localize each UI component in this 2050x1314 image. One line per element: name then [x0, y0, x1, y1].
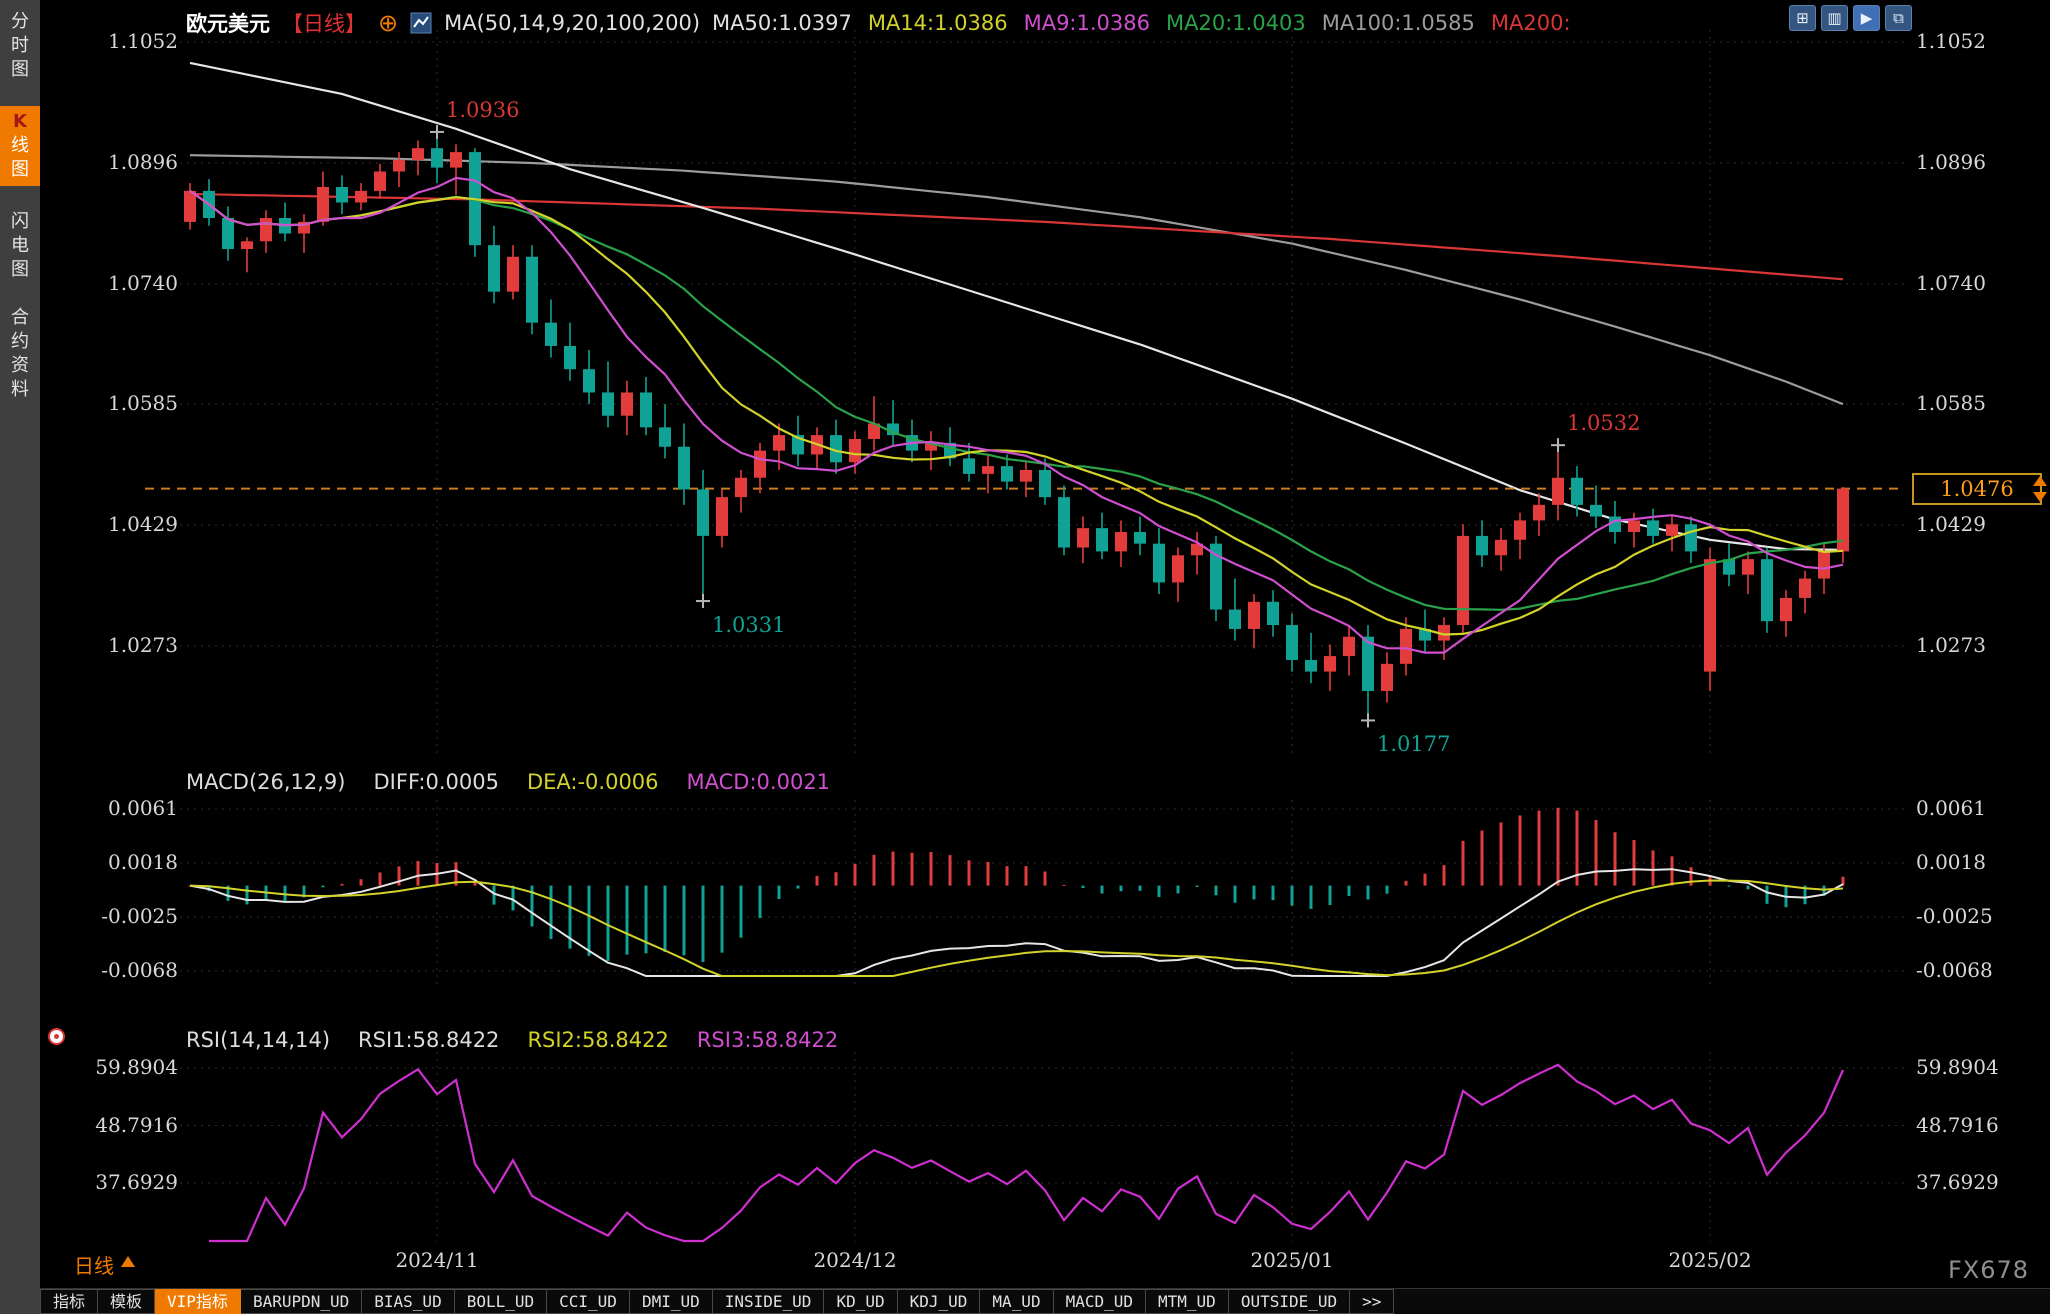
ma-legend-value: MA50:1.0397: [712, 11, 852, 35]
tab-more[interactable]: >>: [1350, 1289, 1395, 1314]
price-axis-label-left: 1.0740: [108, 270, 178, 295]
rsi-axis-label-right: 48.7916: [1916, 1112, 1999, 1137]
macd-axis-label-right: 0.0061: [1916, 796, 1986, 820]
macd-axis-label-left: -0.0068: [101, 958, 178, 982]
price-axis-label-right: 1.0429: [1916, 512, 1986, 537]
mini-chart-icon[interactable]: [410, 12, 432, 34]
rsi-title: RSI(14,14,14): [186, 1028, 331, 1052]
date-label: 2025/02: [1668, 1248, 1752, 1272]
rsi-legend: RSI(14,14,14) RSI1:58.8422 RSI2:58.8422 …: [186, 1028, 838, 1052]
date-label: 2024/12: [813, 1248, 897, 1272]
add-indicator-icon[interactable]: ⊕: [378, 9, 399, 37]
play-icon[interactable]: ▶: [1853, 5, 1880, 31]
watermark: FX678: [1948, 1256, 2030, 1284]
rsi-axis-label-left: 59.8904: [95, 1055, 178, 1079]
ma-legend-values: MA50:1.0397 MA14:1.0386 MA9:1.0386 MA20:1.0…: [712, 11, 1586, 35]
ma-legend-value: MA14:1.0386: [867, 11, 1008, 35]
price-axis-label-left: 1.0585: [108, 391, 178, 416]
tab-barupdn-ud[interactable]: BARUPDN_UD: [240, 1289, 363, 1314]
tab-cci-ud[interactable]: CCI_UD: [547, 1289, 630, 1314]
macd-axis-label-right: -0.0068: [1916, 958, 1993, 982]
macd-axis-label-right: -0.0025: [1916, 904, 1993, 928]
ma-legend-value: MA100:1.0585: [1321, 11, 1475, 35]
macd-title: MACD(26,12,9): [186, 770, 346, 794]
ma-group-label: MA(50,14,9,20,100,200): [444, 11, 701, 35]
tab-inside-ud[interactable]: INSIDE_UD: [712, 1289, 825, 1314]
date-label: 2025/01: [1250, 1248, 1334, 1272]
price-axis-label-right: 1.0896: [1916, 149, 1986, 174]
tab-mtm-ud[interactable]: MTM_UD: [1146, 1289, 1229, 1314]
price-axis-label-right: 1.0273: [1916, 633, 1986, 657]
rsi2: RSI2:58.8422: [527, 1028, 669, 1052]
price-axis-label-right: 1.1052: [1916, 29, 1986, 53]
tab-vip-indicators[interactable]: VIP指标: [155, 1289, 241, 1314]
symbol-title: 欧元美元: [186, 12, 270, 36]
current-price-box: 1.0476: [1912, 472, 2042, 505]
macd-legend: MACD(26,12,9) DIFF:0.0005 DEA:-0.0006 MA…: [186, 770, 830, 794]
new-window-icon[interactable]: ⧉: [1885, 5, 1912, 31]
rsi3: RSI3:58.8422: [696, 1028, 839, 1052]
macd-axis-label-left: -0.0025: [101, 904, 178, 928]
ma-legend-value: MA200:: [1490, 11, 1571, 35]
period-selector[interactable]: 日线: [74, 1250, 135, 1279]
sidebar-item-flash-chart[interactable]: 闪电图: [11, 211, 29, 280]
tab-macd-ud[interactable]: MACD_UD: [1053, 1289, 1147, 1314]
drawing-target-icon[interactable]: [48, 1028, 65, 1045]
tab-outside-ud[interactable]: OUTSIDE_UD: [1228, 1289, 1351, 1314]
tab-dmi-ud[interactable]: DMI_UD: [629, 1289, 713, 1314]
ma-legend-value: MA20:1.0403: [1165, 11, 1306, 35]
main-legend: 欧元美元 【日线】 ⊕ MA(50,14,9,20,100,200) MA50:…: [186, 8, 1587, 38]
sidebar-item-time-chart[interactable]: 分时图: [11, 11, 29, 80]
macd-value: MACD:0.0021: [686, 770, 831, 794]
rsi-axis-label-right: 37.6929: [1916, 1170, 1999, 1194]
tab-boll-ud[interactable]: BOLL_UD: [454, 1289, 548, 1314]
multi-pane-icon[interactable]: ▥: [1821, 5, 1848, 31]
macd-axis-label-left: 0.0061: [108, 796, 178, 820]
scroll-down-arrow-icon[interactable]: [2033, 491, 2047, 502]
sidebar-item-contract-info[interactable]: 合约资料: [11, 307, 29, 400]
chart-toolbar: ⊞ ▥ ▶ ⧉: [1789, 5, 1912, 31]
rsi1: RSI1:58.8422: [358, 1028, 500, 1052]
period-up-arrow-icon: [121, 1256, 135, 1267]
price-axis-label-left: 1.0429: [108, 512, 178, 537]
macd-axis-label-left: 0.0018: [108, 850, 178, 874]
tab-kdj-ud[interactable]: KDJ_UD: [897, 1289, 981, 1314]
price-axis-label-left: 1.0896: [108, 149, 178, 174]
tab-bias-ud[interactable]: BIAS_UD: [362, 1289, 455, 1314]
scroll-up-arrow-icon[interactable]: [2033, 475, 2047, 486]
ma-legend-value: MA9:1.0386: [1023, 11, 1150, 35]
rsi-axis-label-left: 37.6929: [95, 1170, 178, 1194]
tab-indicators[interactable]: 指标: [40, 1289, 99, 1314]
timeframe-tag[interactable]: 【日线】: [282, 12, 366, 36]
period-label: 日线: [74, 1254, 114, 1278]
tab-kd-ud[interactable]: KD_UD: [824, 1289, 898, 1314]
price-axis-label-left: 1.0273: [108, 633, 178, 657]
tab-ma-ud[interactable]: MA_UD: [980, 1289, 1054, 1314]
date-label: 2024/11: [395, 1248, 479, 1272]
price-axis-label-left: 1.1052: [108, 29, 178, 53]
price-axis-label-right: 1.0740: [1916, 270, 1986, 295]
grid-layout-icon[interactable]: ⊞: [1789, 5, 1816, 31]
macd-diff: DIFF:0.0005: [373, 770, 499, 794]
macd-axis-label-right: 0.0018: [1916, 850, 1986, 874]
rsi-axis-label-right: 59.8904: [1916, 1055, 1999, 1079]
tab-templates[interactable]: 模板: [98, 1289, 156, 1314]
rsi-axis-label-left: 48.7916: [95, 1112, 178, 1137]
indicator-tab-bar: 指标 模板 VIP指标 BARUPDN_UD BIAS_UD BOLL_UD CCI_UD D…: [40, 1288, 2050, 1314]
price-axis-label-right: 1.0585: [1916, 391, 1986, 416]
macd-dea: DEA:-0.0006: [526, 770, 659, 794]
